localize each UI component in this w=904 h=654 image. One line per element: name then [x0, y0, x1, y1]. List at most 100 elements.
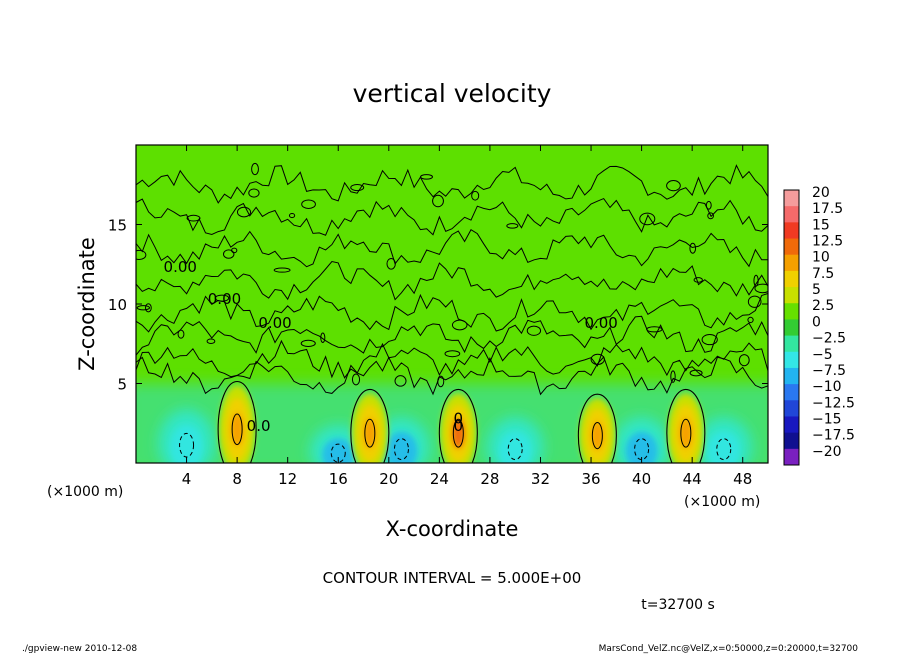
contour-line-5 [136, 293, 768, 333]
contour-blob [177, 329, 185, 339]
colorbar-swatch [784, 303, 799, 320]
colorbar-label: 20 [812, 185, 830, 201]
contour-blob [231, 247, 238, 254]
contour-blob [394, 375, 407, 387]
contour-interval-text: CONTOUR INTERVAL = 5.000E+00 [323, 569, 582, 587]
contour-blob [590, 353, 605, 365]
x-tick-label: 4 [182, 470, 192, 488]
colorbar-swatch [784, 206, 799, 223]
x-tick-label: 16 [329, 470, 348, 488]
contour-blob [145, 303, 152, 313]
colorbar-label: 0 [812, 314, 821, 330]
contour-blob [300, 339, 316, 347]
colorbar-label: 5 [812, 282, 821, 298]
contour-label: 0.00 [208, 290, 241, 308]
updraft-1 [217, 380, 257, 463]
colorbar-label: −7.5 [812, 363, 846, 379]
contour-blob [738, 354, 750, 367]
colorbar-label: −20 [812, 444, 842, 460]
x-tick-label: 48 [733, 470, 752, 488]
x-tick-label: 20 [379, 470, 398, 488]
colorbar-label: 17.5 [812, 201, 843, 217]
y-axis-label: Z-coordinate [75, 237, 99, 371]
contour-blob [320, 332, 326, 343]
contour-blob [451, 319, 468, 331]
colorbar-swatch [784, 416, 799, 434]
contour-blob [666, 180, 681, 192]
contour-blob [754, 283, 768, 294]
contour-blob [747, 316, 754, 324]
x-tick-label: 44 [683, 470, 702, 488]
downdraft-4 [487, 417, 544, 463]
y-axis: 5 10 15 [108, 217, 768, 394]
x-tick-label: 8 [232, 470, 242, 488]
convective-cells [158, 380, 752, 463]
contour-blob [526, 325, 542, 336]
contour-blob [747, 295, 762, 308]
contour-blob [693, 277, 703, 283]
chart-title: vertical velocity [353, 79, 552, 108]
downdraft-6 [695, 417, 752, 463]
x-tick-label: 12 [278, 470, 297, 488]
colorbar-label: 15 [812, 217, 830, 233]
x-tick-label: 24 [430, 470, 449, 488]
upper-contours: 0.000.000.00 0.000.0 00 [136, 162, 768, 435]
contour-blob [351, 373, 361, 386]
x-unit-left: (×1000 m) [47, 484, 123, 500]
contour-label: 0 [454, 409, 464, 427]
contour-blob [136, 305, 151, 311]
x-axis-label: X-coordinate [386, 517, 519, 541]
colorbar: 2017.51512.5107.552.50−2.5−5−7.5−10−12.5… [783, 185, 855, 466]
colorbar-swatch [784, 190, 799, 207]
contour-label: 0 [454, 417, 464, 435]
contour-blob [248, 188, 260, 198]
contour-blob [420, 174, 433, 180]
colorbar-swatch [784, 254, 799, 272]
contour-blob [251, 162, 259, 176]
colorbar-label: −2.5 [812, 331, 846, 347]
contour-line-8 [136, 356, 768, 396]
colorbar-label: −15 [812, 411, 842, 427]
colorbar-swatch [784, 287, 799, 304]
x-tick-label: 36 [581, 470, 600, 488]
colorbar-label: 12.5 [812, 234, 843, 250]
x-tick-label: 40 [632, 470, 651, 488]
colorbar-frame [783, 189, 800, 466]
contour-line-7 [136, 339, 768, 379]
contour-label: 0.0 [247, 417, 271, 435]
contour-blob [707, 212, 714, 220]
contour-line-4 [136, 260, 768, 301]
colorbar-swatch [784, 384, 799, 401]
downdraft-5 [613, 417, 670, 463]
contour-blob [236, 206, 252, 218]
colorbar-swatch [784, 448, 799, 466]
contour-line-6 [136, 315, 768, 356]
y-tick-label: 5 [117, 376, 127, 394]
contour-blob [689, 242, 697, 254]
contour-blob [506, 223, 519, 229]
colorbar-label: −17.5 [812, 428, 855, 444]
contour-blob [670, 370, 676, 383]
contour-blob [753, 274, 759, 287]
contour-blob [705, 200, 712, 210]
contour-label: 0.00 [258, 314, 291, 332]
contour-blob [386, 257, 396, 270]
colorbar-label: −12.5 [812, 395, 855, 411]
colorbar-label: 7.5 [812, 266, 834, 282]
colorbar-swatch [784, 222, 799, 240]
contour-blob [214, 294, 230, 302]
colorbar-label: 10 [812, 250, 830, 266]
contour-blob [437, 375, 445, 388]
contour-blob [444, 350, 461, 358]
x-unit-right: (×1000 m) [684, 494, 760, 510]
updraft-3 [438, 388, 478, 463]
contour-label: 0.00 [164, 258, 197, 276]
downdraft-1 [158, 409, 215, 463]
updraft-4 [577, 393, 617, 463]
contour-blob [350, 184, 365, 192]
colorbar-label: −10 [812, 379, 842, 395]
updraft-2 [350, 388, 390, 463]
contour-blob [646, 326, 663, 333]
colorbar-label: −5 [812, 347, 833, 363]
